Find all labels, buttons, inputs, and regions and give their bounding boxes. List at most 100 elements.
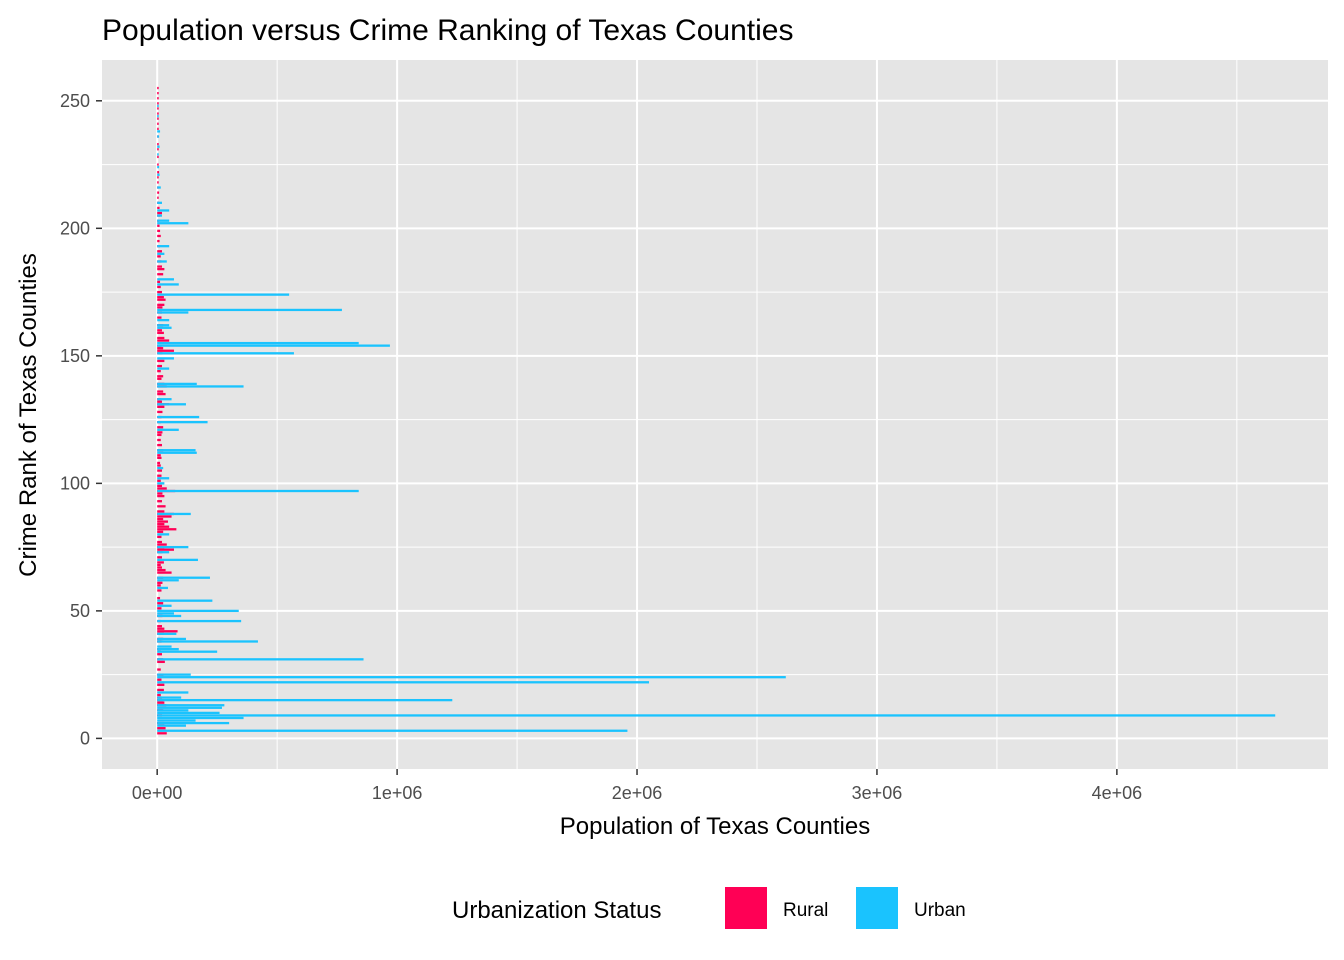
bar-rural: [157, 155, 159, 159]
bar-urban: [157, 293, 290, 296]
legend-key-urban: [856, 887, 898, 929]
bar-urban: [157, 357, 174, 360]
bar-rural: [157, 107, 159, 110]
bar-urban: [157, 489, 359, 493]
bar-urban: [157, 612, 174, 615]
bar-urban: [157, 283, 179, 286]
bar-urban: [157, 533, 170, 536]
bar-urban: [157, 604, 172, 607]
bar-rural: [157, 543, 167, 546]
bar-urban: [157, 637, 186, 641]
bar-rural: [157, 400, 162, 403]
bar-urban: [157, 260, 167, 263]
x-axis-ticks: 0e+00 1e+06 2e+06 3e+06 4e+06: [132, 769, 1142, 803]
bar-rural: [157, 433, 162, 437]
bar-rural: [157, 196, 159, 199]
bar-rural: [157, 329, 162, 332]
bar-rural: [157, 660, 165, 664]
bar-rural: [157, 265, 162, 268]
bar-urban: [157, 398, 172, 401]
bar-urban: [157, 711, 220, 715]
legend-label-urban: Urban: [914, 900, 966, 921]
bar-rural: [157, 431, 163, 434]
bar-rural: [157, 438, 161, 442]
bar-rural: [157, 255, 161, 258]
bar-rural: [157, 556, 162, 559]
bar-rural: [157, 443, 162, 447]
bar-urban: [157, 385, 244, 388]
bar-urban: [157, 245, 170, 248]
bar-rural: [157, 359, 165, 363]
bar-urban: [157, 614, 182, 618]
bar-rural: [157, 505, 166, 508]
bar-urban: [157, 341, 359, 345]
bar-rural: [157, 316, 162, 319]
bar-rural: [157, 461, 161, 465]
bar-rural: [157, 581, 163, 584]
bar-urban: [157, 676, 786, 679]
bar-rural: [157, 520, 168, 523]
bar-rural: [157, 267, 165, 271]
bar-rural: [157, 206, 160, 210]
bar-urban: [157, 576, 210, 579]
bar-rural: [157, 347, 164, 350]
bar-urban: [157, 324, 170, 327]
bar-rural: [157, 479, 161, 482]
bar-rural: [157, 390, 164, 393]
bar-rural: [157, 515, 172, 518]
bar-urban: [157, 209, 170, 212]
bar-urban: [157, 704, 225, 707]
bar-rural: [157, 653, 162, 656]
bar-rural: [157, 678, 162, 681]
bar-rural: [157, 492, 163, 495]
bar-rural: [157, 306, 163, 309]
bar-rural: [157, 530, 164, 533]
bar-rural: [157, 487, 167, 490]
bar-urban: [157, 415, 200, 419]
bar-urban: [157, 579, 179, 582]
bars: [157, 86, 1276, 735]
y-tick-label: 50: [70, 601, 90, 621]
legend: Urbanization Status Rural Urban: [452, 887, 966, 929]
bar-rural: [157, 627, 165, 630]
bar-rural: [157, 392, 166, 396]
bar-rural: [157, 727, 166, 730]
bar-rural: [157, 377, 162, 380]
bar-urban: [157, 352, 294, 355]
bar-rural: [157, 469, 162, 472]
bar-rural: [157, 92, 159, 95]
bar-urban: [157, 173, 160, 176]
bar-rural: [157, 127, 159, 131]
bar-rural: [157, 239, 160, 243]
bar-rural: [157, 528, 177, 531]
bar-rural: [157, 229, 161, 233]
bar-rural: [157, 296, 164, 299]
bar-rural: [157, 510, 165, 513]
bar-urban: [157, 104, 159, 108]
bar-rural: [157, 548, 174, 551]
bar-rural: [157, 191, 160, 194]
bar-rural: [157, 86, 159, 90]
bar-urban: [157, 721, 230, 725]
bar-urban: [157, 647, 179, 651]
bar-rural: [157, 163, 159, 166]
bar-rural: [157, 117, 159, 120]
bar-rural: [157, 602, 164, 605]
bar-urban: [157, 558, 198, 562]
bar-rural: [157, 589, 162, 592]
legend-label-rural: Rural: [783, 900, 828, 921]
bar-urban: [157, 201, 162, 204]
bar-urban: [157, 599, 213, 602]
bar-rural: [157, 102, 159, 105]
bar-urban: [157, 586, 168, 590]
bar-urban: [157, 130, 161, 133]
y-tick-label: 200: [60, 218, 90, 238]
bar-urban: [157, 449, 196, 452]
bar-urban: [157, 466, 164, 470]
bar-rural: [157, 280, 161, 284]
bar-urban: [157, 696, 182, 699]
bar-urban: [157, 716, 244, 720]
bar-rural: [157, 405, 165, 408]
bar-urban: [157, 658, 364, 661]
